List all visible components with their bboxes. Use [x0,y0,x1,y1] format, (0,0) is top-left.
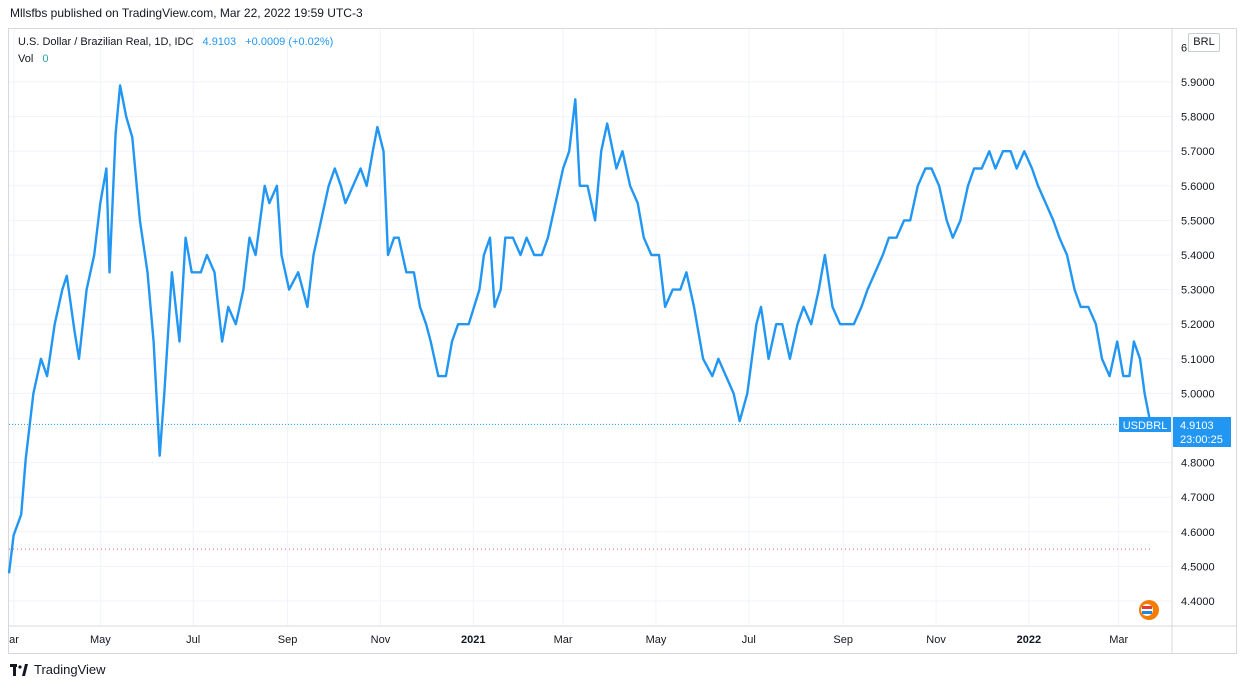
time-axis: ar May Jul Sep Nov 2021 Mar May Jul Sep Nov 2022 Mar [9,634,1128,646]
last-price-label-box [1119,417,1171,432]
y-tick-label: 4.8000 [1181,458,1215,470]
grid-layer [9,29,1171,625]
y-tick-label: 4.6000 [1181,527,1215,539]
chart-frame [8,28,1237,654]
y-tick-label: 4.4000 [1181,596,1215,608]
last-price-label: USDBRL 4.9103 23:00:25 [1119,417,1231,447]
x-tick-label: Jul [186,634,200,646]
y-tick-label: 5.9000 [1181,77,1215,89]
y-tick-label: 5.2000 [1181,319,1215,331]
footer-brand-text: TradingView [34,662,106,677]
chart-legend: U.S. Dollar / Brazilian Real, 1D, IDC 4.… [18,34,333,68]
legend-last-value: 4.9103 [202,36,237,48]
y-tick-label: 4.7000 [1181,492,1215,504]
series-line-usdbrl [7,84,1152,574]
y-tick-label: 5.5000 [1181,215,1215,227]
y-tick-label: 5.7000 [1181,146,1215,158]
bar-countdown: 23:00:25 [1180,434,1223,446]
x-tick-label: Mar [1109,634,1128,646]
x-tick-label: Mar [554,634,573,646]
x-tick-label: Nov [371,634,391,646]
x-tick-label: Sep [278,634,298,646]
legend-main-row: U.S. Dollar / Brazilian Real, 1D, IDC 4.… [18,34,333,51]
x-tick-label: May [90,634,111,646]
tradingview-logo-icon [10,663,28,676]
price-axis: 4.40004.50004.60004.70004.80004.90005.00… [1181,42,1215,608]
y-tick-label: 5.4000 [1181,250,1215,262]
last-price-value: 4.9103 [1180,420,1214,432]
x-tick-label: 2021 [461,634,485,646]
price-axis-value-box [1173,417,1231,447]
x-tick-label: ar [9,634,19,646]
legend-vol-label[interactable]: Vol [18,53,34,65]
legend-symbol[interactable]: U.S. Dollar / Brazilian Real, 1D, IDC [18,36,194,48]
go-to-realtime-icon[interactable] [1139,600,1159,620]
footer-brand[interactable]: TradingView [10,662,106,677]
y-tick-label: 5.0000 [1181,388,1215,400]
y-tick-label-partial: 6. [1181,42,1190,54]
publisher-header: Mllsfbs published on TradingView.com, Ma… [10,6,363,20]
x-tick-label: Nov [926,634,946,646]
x-tick-label: Sep [833,634,853,646]
x-tick-label: May [646,634,667,646]
y-tick-label: 4.5000 [1181,561,1215,573]
y-tick-label: 5.1000 [1181,354,1215,366]
x-tick-label: Jul [742,634,756,646]
legend-vol-value: 0 [42,53,49,65]
y-tick-label: 5.3000 [1181,285,1215,297]
currency-button[interactable]: BRL [1188,33,1220,52]
y-tick-label: 5.8000 [1181,112,1215,124]
x-tick-label: 2022 [1017,634,1041,646]
legend-change: +0.0009 (+0.02%) [245,36,334,48]
last-price-symbol: USDBRL [1123,420,1168,432]
y-tick-label: 5.6000 [1181,181,1215,193]
legend-vol-row: Vol 0 [18,51,333,68]
